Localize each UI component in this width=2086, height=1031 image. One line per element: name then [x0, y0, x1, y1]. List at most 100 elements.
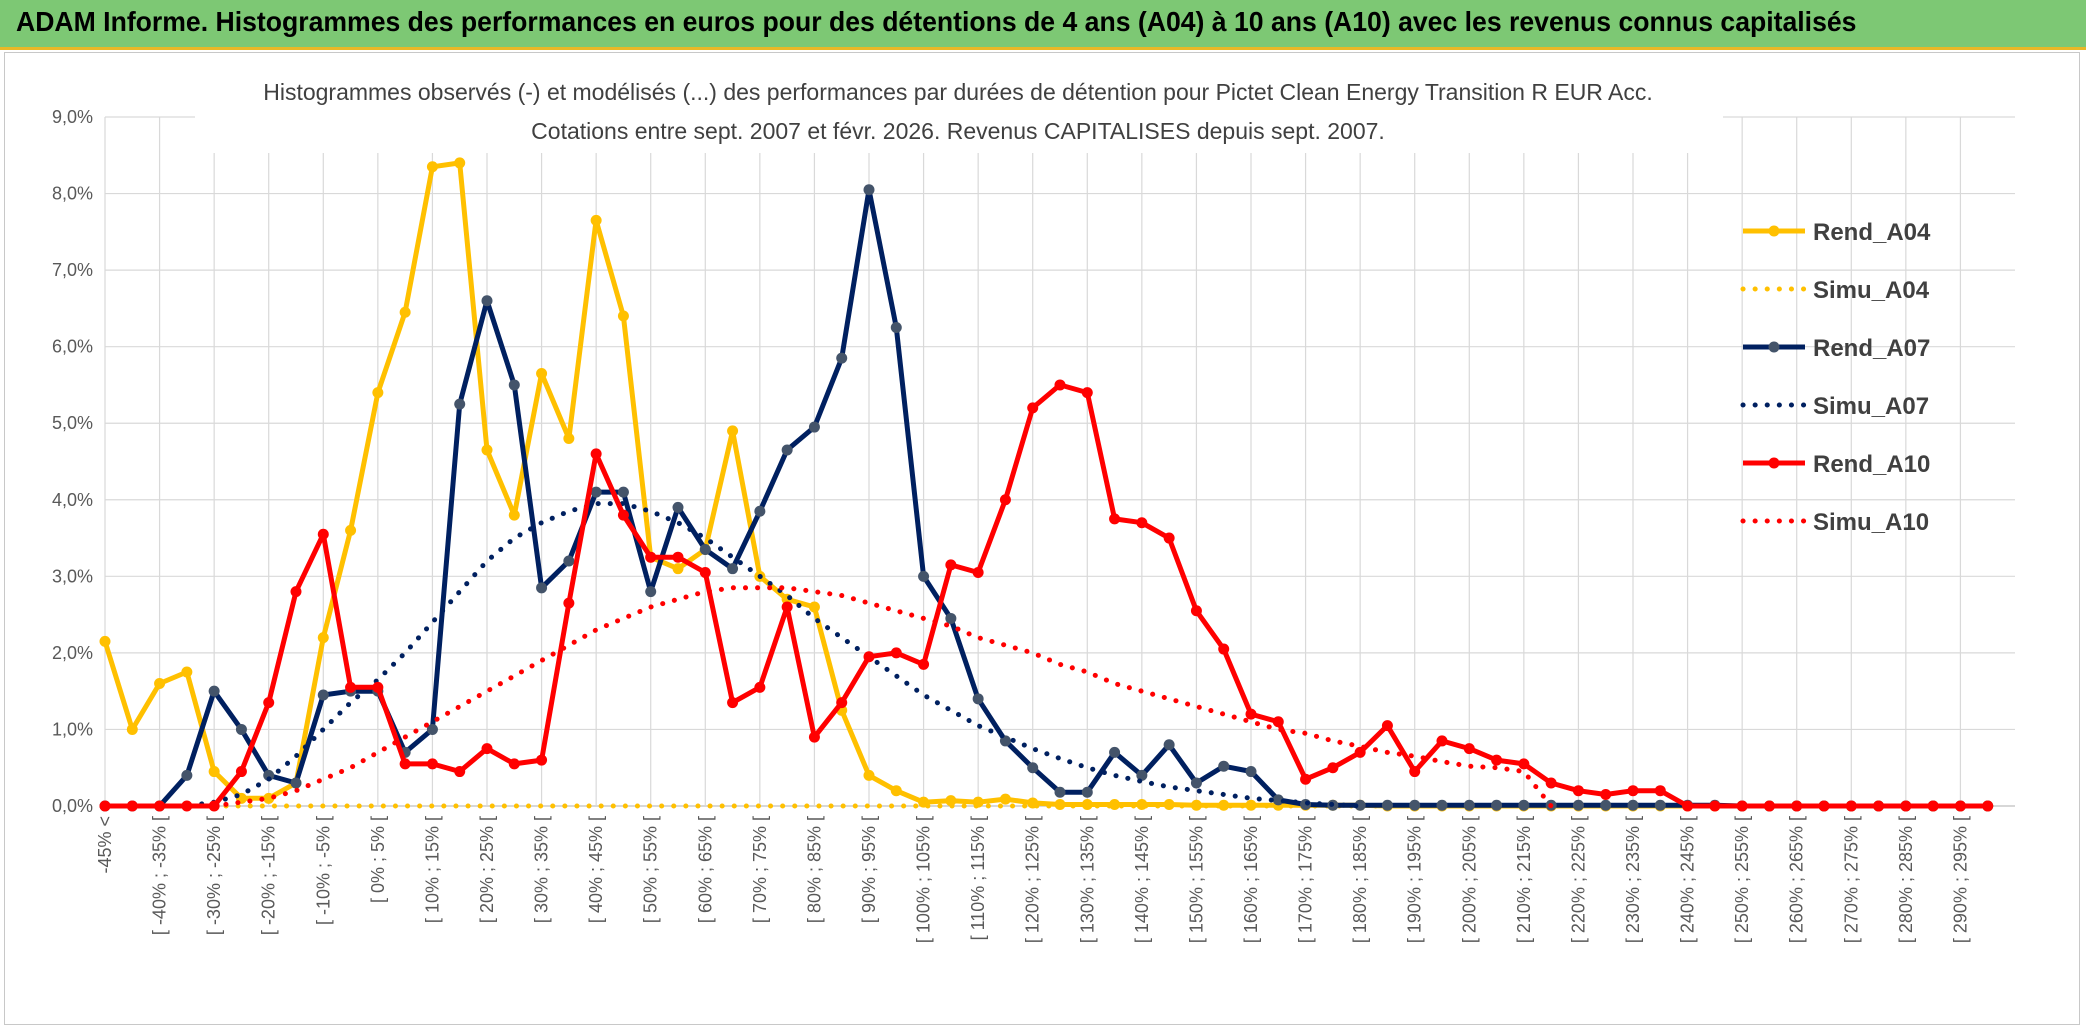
data-point [372, 387, 384, 399]
data-point [1954, 800, 1966, 812]
data-point [1763, 800, 1775, 812]
data-point [699, 567, 711, 579]
report-banner: ADAM Informe. Histogrammes des performan… [0, 0, 2086, 50]
data-point [399, 306, 411, 318]
data-point [426, 723, 438, 735]
x-tick-label: [ -40% ; -35% [ [150, 816, 170, 935]
data-point [754, 681, 766, 693]
data-point [290, 777, 302, 789]
data-point [863, 184, 875, 196]
data-point [1218, 643, 1230, 655]
legend-label: Rend_A07 [1813, 335, 1930, 362]
data-point [1463, 799, 1475, 811]
data-point [235, 723, 247, 735]
data-point [863, 769, 875, 781]
data-point [154, 800, 166, 812]
data-point [945, 612, 957, 624]
legend-marker [1768, 457, 1780, 469]
legend-label: Simu_A07 [1813, 393, 1929, 420]
data-point [672, 563, 684, 575]
data-point [126, 800, 138, 812]
data-point [1627, 799, 1639, 811]
x-tick-label: [ 230% ; 235% [ [1623, 816, 1643, 943]
x-tick-label: [ -10% ; -5% [ [313, 816, 333, 925]
data-point [1873, 800, 1885, 812]
chart-area: 0,0% 1,0% 2,0% 3,0% 4,0% 5,0% 6,0% 7,0% 8,0% 9,0%… [4, 52, 2080, 1025]
data-point [1654, 799, 1666, 811]
data-point [508, 379, 520, 391]
data-point [1109, 746, 1121, 758]
data-point [890, 785, 902, 797]
legend-label: Rend_A04 [1813, 219, 1931, 246]
data-point [1218, 799, 1230, 811]
x-tick-label: [ 250% ; 255% [ [1732, 816, 1752, 943]
x-tick-label: [ 30% ; 35% [ [532, 816, 552, 923]
y-tick-label: 2,0% [52, 643, 93, 663]
data-point [345, 681, 357, 693]
data-point [563, 597, 575, 609]
x-tick-label: [ 210% ; 215% [ [1514, 816, 1534, 943]
legend-entry: Simu_A10 [1740, 509, 1929, 536]
data-point [972, 693, 984, 705]
data-point [1791, 800, 1803, 812]
data-point [727, 563, 739, 575]
chart-title-line-2: Cotations entre sept. 2007 et févr. 2026… [531, 118, 1385, 144]
data-point [727, 425, 739, 437]
data-point [999, 793, 1011, 805]
y-axis: 0,0% 1,0% 2,0% 3,0% 4,0% 5,0% 6,0% 7,0% 8,0% 9,0% [52, 107, 93, 816]
histogram-chart: 0,0% 1,0% 2,0% 3,0% 4,0% 5,0% 6,0% 7,0% 8,0% 9,0%… [52, 75, 2015, 943]
series-simu-a10 [102, 585, 1554, 809]
data-point [454, 398, 466, 410]
data-point [808, 601, 820, 613]
x-tick-label: [ 10% ; 15% [ [422, 816, 442, 923]
data-point [672, 551, 684, 563]
data-point [1600, 789, 1612, 801]
data-point [1163, 532, 1175, 544]
legend-entry: Simu_A04 [1740, 277, 1930, 304]
data-point [1600, 799, 1612, 811]
x-tick-label: [ -30% ; -25% [ [204, 816, 224, 935]
data-point [481, 444, 493, 456]
data-point [808, 731, 820, 743]
legend-label: Simu_A10 [1813, 509, 1929, 536]
data-point [181, 800, 193, 812]
x-tick-label: [ 90% ; 95% [ [859, 816, 879, 923]
data-point [1491, 799, 1503, 811]
legend-label: Simu_A04 [1813, 277, 1930, 304]
data-point [1627, 785, 1639, 797]
data-point [536, 367, 548, 379]
data-point [536, 582, 548, 594]
legend-marker [1768, 225, 1780, 237]
data-point [1081, 387, 1093, 399]
y-tick-label: 3,0% [52, 566, 93, 586]
y-tick-label: 4,0% [52, 490, 93, 510]
data-point [1436, 799, 1448, 811]
data-point [1136, 769, 1148, 781]
chart-title-line-1: Histogrammes observés (-) et modélisés (… [263, 79, 1653, 105]
legend-marker [1768, 341, 1780, 353]
data-point [1245, 766, 1257, 778]
data-point [781, 444, 793, 456]
data-point [263, 697, 275, 709]
data-point [918, 658, 930, 670]
x-tick-label: [ 180% ; 185% [ [1350, 816, 1370, 943]
data-point [1927, 800, 1939, 812]
data-point [836, 697, 848, 709]
y-tick-label: 6,0% [52, 337, 93, 357]
data-point [1272, 794, 1284, 806]
data-point [1409, 799, 1421, 811]
data-point [372, 681, 384, 693]
data-point [1218, 760, 1230, 772]
data-point [1818, 800, 1830, 812]
data-point [1654, 785, 1666, 797]
chart-gridlines [104, 116, 2015, 807]
data-point [126, 723, 138, 735]
data-point [1109, 798, 1121, 810]
data-point [1054, 379, 1066, 391]
data-point [1900, 800, 1912, 812]
x-tick-label: [ 260% ; 265% [ [1787, 816, 1807, 943]
data-point [481, 295, 493, 307]
data-point [181, 666, 193, 678]
data-point [1545, 777, 1557, 789]
chart-series [99, 157, 1994, 812]
